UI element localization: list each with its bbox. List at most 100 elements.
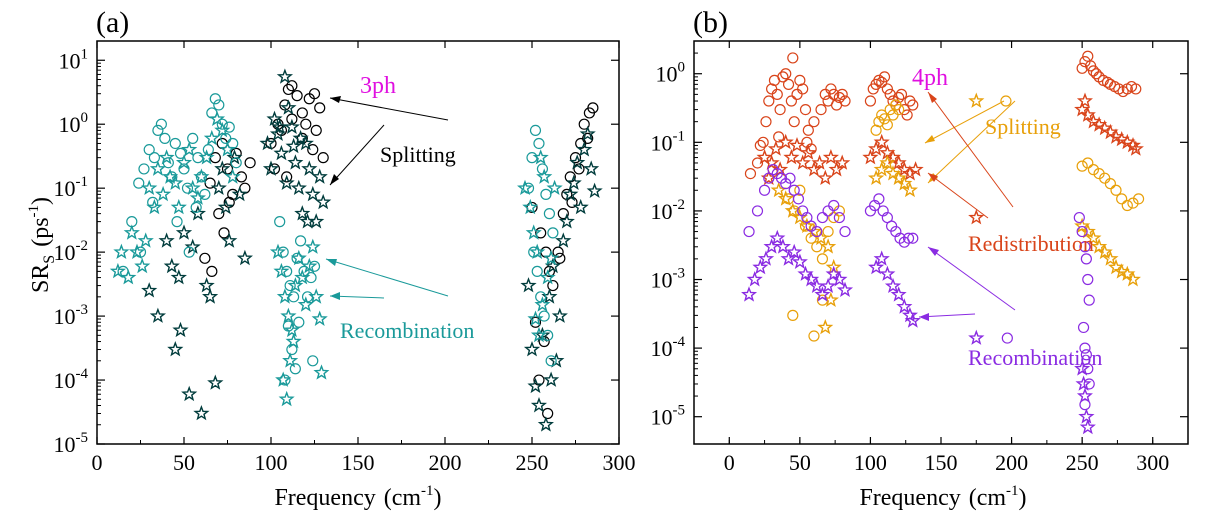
data-point-star	[167, 174, 184, 191]
data-point-star	[879, 265, 896, 281]
data-point-circle	[543, 208, 556, 220]
data-point-circle	[192, 152, 204, 164]
panel-b-x-axis-label: Frequency (cm-1)	[859, 483, 1026, 511]
data-point-circle	[1127, 197, 1139, 209]
y-tick-label: 10-4	[54, 366, 89, 393]
data-point-circle	[751, 205, 764, 217]
data-point-circle	[169, 137, 181, 150]
data-point-circle	[293, 316, 305, 328]
x-tick-label: 50	[789, 450, 811, 475]
data-point-star	[819, 277, 837, 294]
arrowhead	[925, 135, 935, 143]
series-recombination-circle	[743, 164, 1095, 411]
data-point-star	[746, 270, 763, 287]
data-point-circle	[1073, 211, 1085, 224]
data-point-circle	[133, 177, 145, 189]
data-point-star	[283, 118, 300, 135]
data-point-star	[217, 198, 234, 215]
data-point-circle	[1083, 294, 1095, 306]
panel-a-axes: 0 50 100 150 200 250 300 10-5 10-4 10-3 10-2 10-1 10…	[54, 40, 636, 475]
data-point-circle	[777, 71, 789, 83]
data-point-circle	[811, 225, 823, 238]
data-point-circle	[1090, 68, 1102, 80]
y-tick-label: 10-1	[651, 128, 686, 155]
panel-a-x-axis-label: Frequency (cm-1)	[274, 483, 441, 511]
x-tick-label: 200	[995, 450, 1028, 475]
data-point-circle	[274, 216, 286, 228]
data-point-circle	[535, 291, 547, 303]
data-point-circle	[816, 211, 829, 224]
data-point-star	[304, 238, 321, 254]
data-point-circle	[907, 99, 919, 111]
data-point-star	[280, 307, 297, 323]
data-point-circle	[296, 107, 308, 119]
arrow-splitting-lower	[927, 100, 1016, 184]
data-point-circle	[828, 211, 840, 224]
data-point-star	[134, 257, 151, 274]
data-point-star	[1085, 229, 1102, 246]
panel-a-arrows	[325, 96, 449, 300]
data-point-star	[825, 258, 842, 275]
data-point-circle	[281, 171, 293, 183]
data-point-circle	[155, 118, 167, 130]
data-point-circle	[187, 132, 199, 144]
data-point-circle	[533, 137, 545, 150]
data-point-star	[551, 307, 568, 323]
data-point-circle	[244, 157, 256, 169]
x-tick-label: 200	[429, 450, 462, 475]
y-tick-label: 10-2	[651, 197, 686, 224]
data-point-circle	[839, 95, 851, 107]
data-point-circle	[784, 172, 796, 184]
arrowhead	[330, 174, 339, 185]
data-point-star	[297, 296, 314, 312]
data-point-circle	[535, 227, 547, 239]
data-point-circle	[566, 196, 578, 208]
data-point-circle	[213, 208, 225, 220]
data-point-star	[1076, 387, 1093, 403]
data-point-star	[158, 149, 175, 165]
data-point-star	[767, 140, 784, 156]
data-point-circle	[901, 109, 913, 121]
data-point-circle	[218, 227, 230, 239]
data-point-circle	[199, 188, 211, 200]
data-point-circle	[773, 131, 785, 143]
data-point-circle	[876, 76, 888, 88]
data-point-star	[167, 340, 184, 357]
data-point-circle	[554, 252, 566, 264]
data-point-circle	[794, 184, 806, 196]
panel-b-data	[741, 50, 1145, 435]
data-point-circle	[573, 163, 585, 175]
data-point-star	[763, 154, 780, 170]
data-point-circle	[825, 83, 837, 95]
data-point-star	[817, 318, 834, 335]
data-point-star	[313, 364, 330, 380]
data-point-circle	[308, 88, 321, 100]
arrow-splitting-upper	[924, 100, 1005, 144]
data-point-star	[202, 288, 219, 304]
data-point-star	[904, 312, 921, 328]
y-tick-label: 100	[59, 110, 89, 137]
data-point-star	[193, 168, 210, 184]
data-point-star	[867, 140, 885, 156]
data-point-circle	[536, 163, 549, 175]
data-point-star	[236, 249, 253, 266]
data-point-star	[109, 262, 127, 279]
data-point-circle	[582, 132, 594, 144]
data-point-star	[120, 269, 137, 285]
arrow-recombination-upper	[927, 246, 1016, 311]
panel-a-label: (a)	[96, 6, 129, 39]
data-point-circle	[1087, 164, 1100, 176]
data-point-circle	[1080, 349, 1092, 361]
data-point-circle	[1110, 184, 1122, 196]
data-point-star	[113, 243, 130, 260]
y-tick-label: 10-5	[651, 403, 686, 430]
panel-a-data	[109, 68, 603, 432]
data-point-star	[868, 258, 885, 275]
panel-b-arrows	[918, 91, 1016, 321]
data-point-circle	[1082, 363, 1094, 375]
data-point-circle	[216, 118, 228, 130]
data-point-star	[907, 161, 924, 177]
data-point-circle	[1000, 95, 1012, 107]
data-point-circle	[152, 124, 164, 137]
